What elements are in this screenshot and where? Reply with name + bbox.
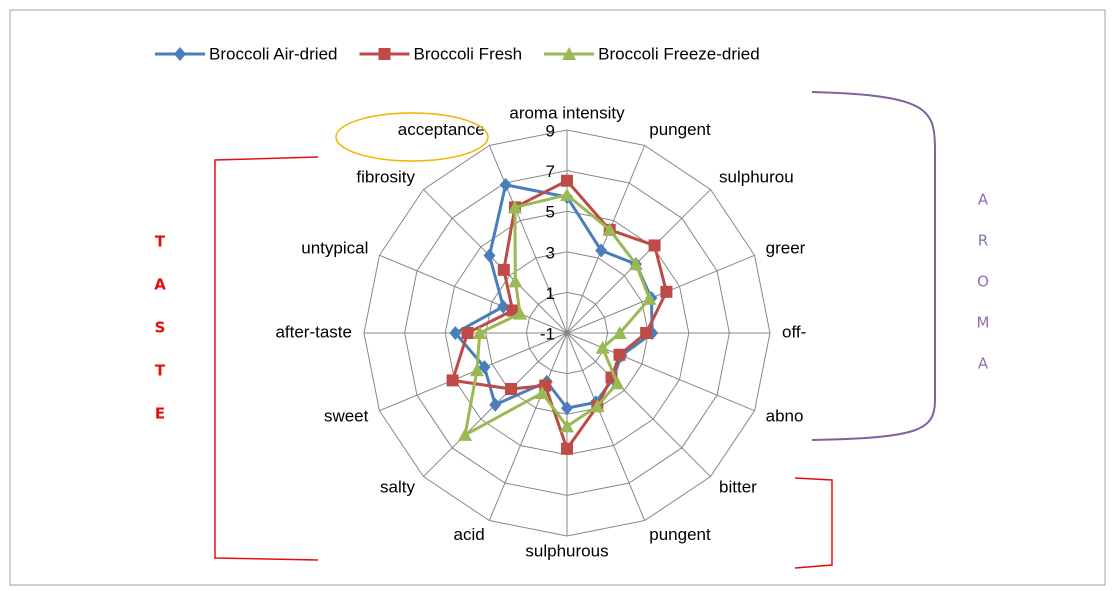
y-tick-label: 5 (546, 203, 555, 222)
marker (469, 363, 484, 377)
aroma-letter: A (978, 355, 989, 373)
marker (595, 243, 608, 258)
category-label: bitter (719, 477, 757, 496)
series (458, 187, 657, 441)
taste-letter: E (155, 405, 165, 423)
spoke (566, 332, 755, 412)
aroma-letter: R (978, 232, 988, 250)
aroma-letter: O (977, 273, 989, 291)
aroma-letter: A (978, 191, 989, 209)
marker (602, 222, 617, 236)
category-label: greer (766, 239, 806, 258)
marker (378, 48, 391, 60)
taste-letter: T (155, 362, 166, 380)
spoke (423, 189, 568, 334)
taste-letter: S (155, 319, 166, 337)
category-label: after-taste (275, 322, 352, 341)
y-tick-label: -1 (540, 324, 555, 343)
marker (595, 340, 610, 354)
marker (489, 397, 502, 412)
category-label: abno (766, 406, 804, 425)
legend-label: Broccoli Freeze-dried (598, 44, 760, 63)
marker (446, 374, 459, 387)
spoke (566, 332, 646, 521)
y-tick-label: 1 (546, 284, 555, 303)
marker (472, 326, 487, 339)
category-label: salty (380, 477, 415, 496)
spoke (488, 332, 568, 521)
marker (642, 291, 657, 305)
legend-item: Broccoli Air-dried (155, 44, 338, 63)
category-label: acceptance (398, 120, 485, 139)
annotations: T A S T E A R O M A (154, 191, 989, 423)
marker (497, 299, 510, 314)
category-label: sweet (324, 406, 369, 425)
category-label: sulphurous (525, 541, 608, 560)
marker (560, 419, 574, 433)
marker (561, 401, 573, 416)
taste-bracket (214, 156, 319, 561)
marker (461, 327, 474, 339)
spoke (566, 332, 711, 477)
spoke (379, 254, 568, 334)
legend-label: Broccoli Fresh (414, 44, 523, 63)
marker (562, 47, 577, 60)
marker (483, 248, 496, 263)
marker (513, 306, 528, 320)
taste-letter: A (154, 276, 166, 294)
marker (505, 382, 518, 395)
legend: Broccoli Air-dried Broccoli Fresh Broccoli… (155, 44, 760, 63)
marker (628, 257, 643, 271)
marker (613, 348, 626, 361)
y-tick-label: 3 (546, 243, 555, 262)
marker (507, 200, 522, 214)
legend-item: Broccoli Freeze-dried (544, 44, 760, 63)
category-label: fibrosity (356, 168, 415, 187)
marker (499, 177, 512, 192)
marker (478, 360, 491, 375)
marker (506, 304, 519, 317)
taste-letter: T (155, 233, 166, 251)
spoke (566, 145, 646, 334)
marker (458, 427, 473, 441)
taste-bracket (794, 477, 833, 569)
legend-item: Broccoli Fresh (359, 44, 523, 63)
marker (561, 442, 573, 455)
marker (640, 327, 653, 339)
y-tick-label: 7 (546, 162, 555, 181)
marker (535, 386, 550, 400)
spoke (488, 145, 568, 334)
marker (612, 326, 627, 339)
category-label: aroma intensity (509, 103, 625, 122)
marker (610, 376, 625, 390)
marker (174, 47, 186, 61)
aroma-bracket (811, 91, 936, 441)
marker (648, 239, 661, 252)
legend-label: Broccoli Air-dried (209, 44, 338, 63)
category-label: acid (454, 525, 485, 544)
category-label: pungent (649, 525, 711, 544)
plot (446, 174, 673, 455)
category-label: untypical (301, 239, 368, 258)
category-label: pungent (649, 120, 711, 139)
marker (561, 174, 573, 187)
marker (560, 187, 574, 201)
category-label: sulphurou (719, 168, 794, 187)
marker (449, 326, 462, 340)
y-tick-label: 9 (546, 121, 555, 140)
chart-frame (9, 9, 1106, 586)
marker (660, 285, 673, 298)
highlight-ellipse (335, 112, 489, 162)
aroma-letter: M (977, 314, 990, 332)
category-label: off- (782, 322, 806, 341)
marker (497, 263, 510, 276)
marker (590, 399, 605, 413)
marker (508, 274, 523, 288)
